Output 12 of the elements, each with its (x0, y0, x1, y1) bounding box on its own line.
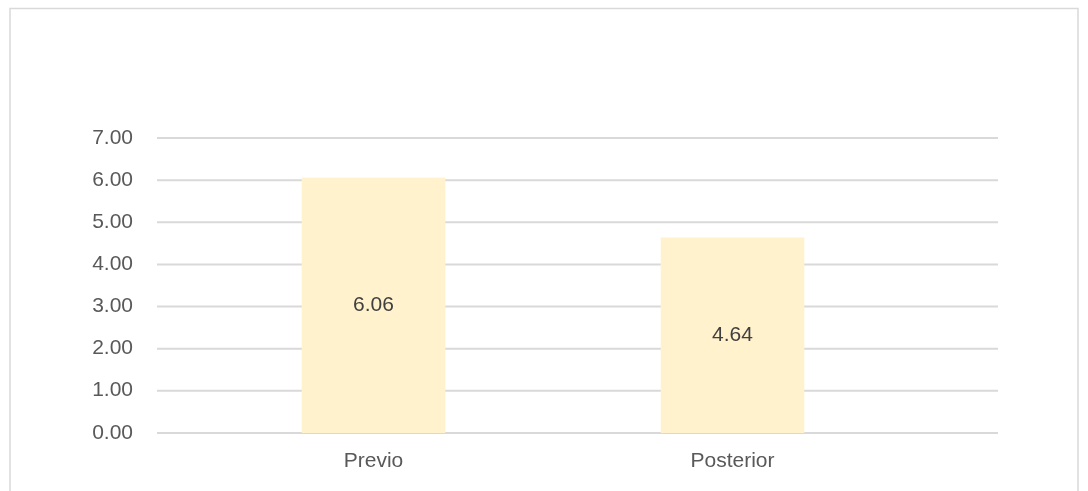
y-tick-label: 5.00 (92, 208, 133, 232)
data-label: 6.06 (353, 291, 394, 315)
y-tick-label: 6.00 (92, 166, 133, 190)
x-tick-label: Previo (343, 447, 404, 471)
y-tick-label: 4.00 (92, 250, 133, 274)
data-label: 4.64 (712, 321, 754, 345)
y-tick-label: 3.00 (92, 293, 133, 317)
x-tick-label: Posterior (690, 447, 775, 471)
y-tick-label: 0.00 (92, 419, 133, 443)
y-tick-label: 2.00 (92, 335, 133, 359)
y-tick-label: 1.00 (92, 377, 133, 401)
y-tick-label: 7.00 (92, 124, 133, 148)
